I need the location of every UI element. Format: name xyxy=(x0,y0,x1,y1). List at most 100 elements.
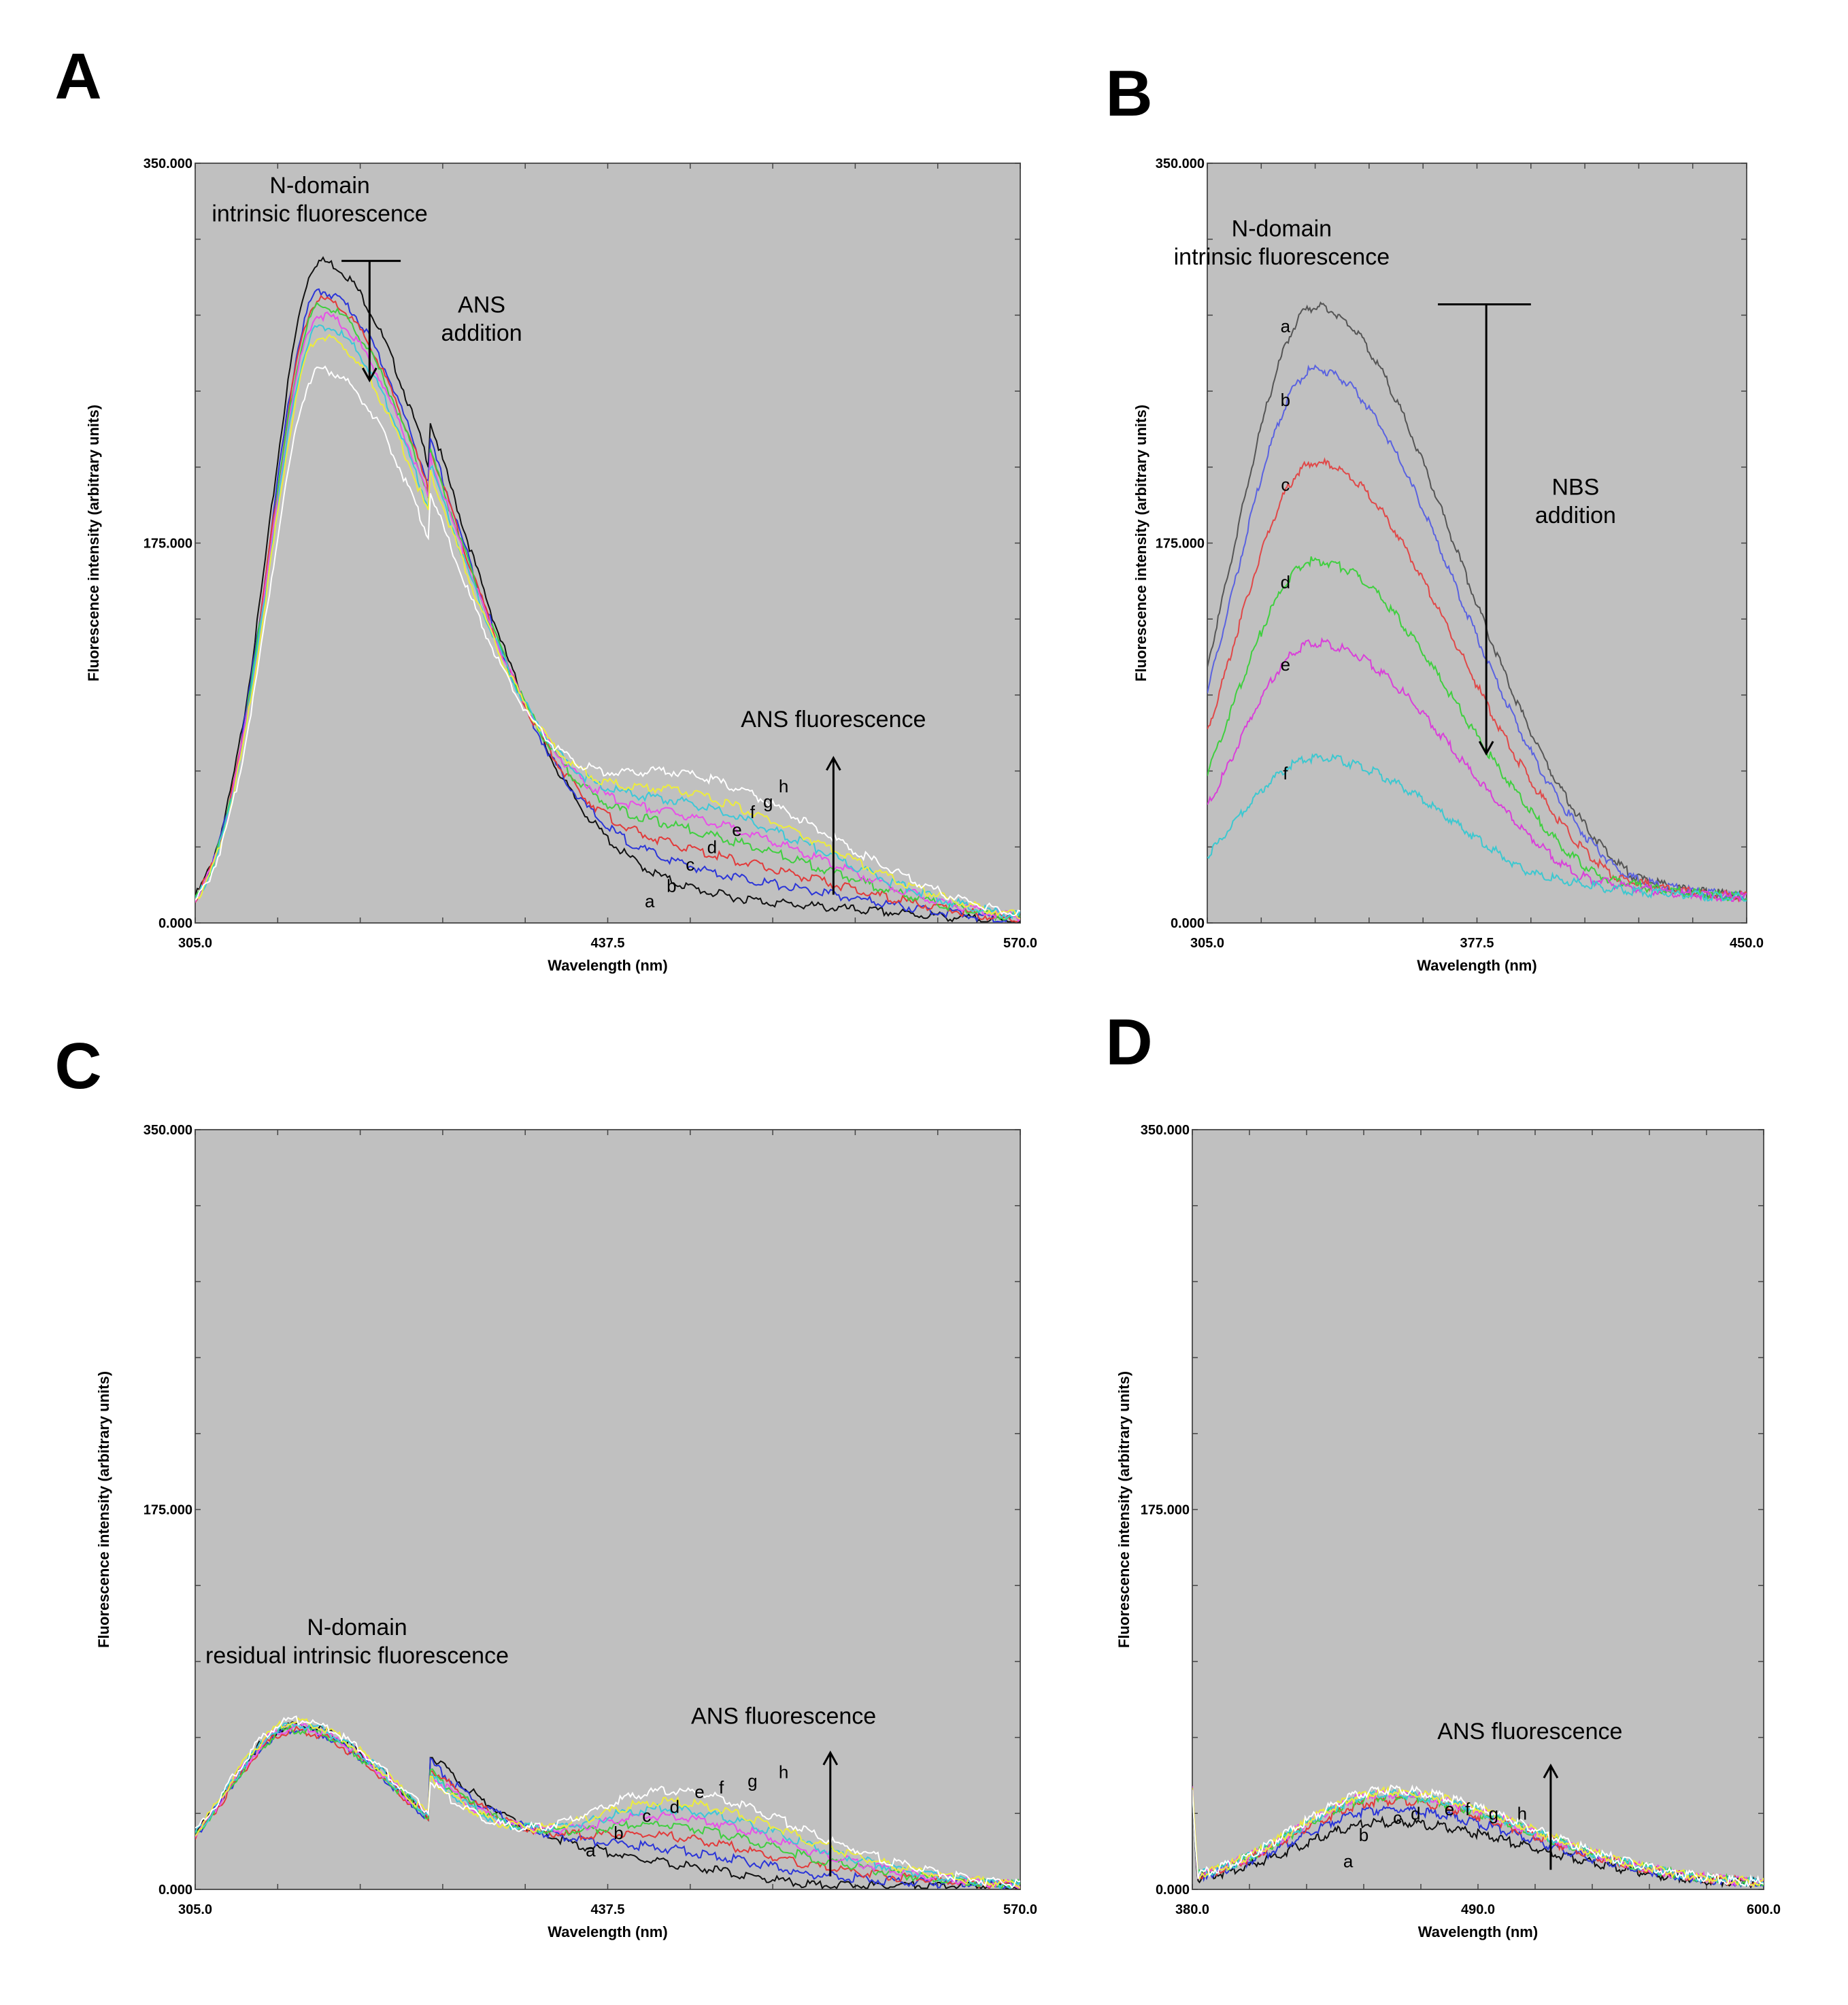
plot-area xyxy=(195,1129,1021,1890)
series-line-c xyxy=(195,294,1020,923)
series-line-e xyxy=(1192,1786,1764,1888)
up-arrow xyxy=(822,1750,839,1876)
x-tick-label: 437.5 xyxy=(590,936,624,951)
curve-label-a: a xyxy=(645,891,655,911)
curve-label-e: e xyxy=(732,820,741,840)
x-tick-label: 450.0 xyxy=(1730,936,1764,951)
series-line-b xyxy=(1207,364,1747,902)
panel-C: C 0.000 175.000 350.000 305.0 437.5 570.0 Wavel… xyxy=(54,1030,1037,1940)
annotation: N-domain xyxy=(1232,216,1332,242)
x-tick-label: 305.0 xyxy=(1190,936,1224,951)
curve-label-d: d xyxy=(1411,1803,1420,1823)
panel-A: A 0.000 175.000 350.000 305.0 437.5 570.0 Wavel… xyxy=(54,40,1037,974)
series-line-d xyxy=(195,301,1020,922)
curve-label-b: b xyxy=(667,876,676,896)
curve-label-c: c xyxy=(1281,474,1290,494)
series-group xyxy=(1192,1784,1764,1889)
series-line-b xyxy=(195,288,1020,923)
series-line-h xyxy=(1192,1784,1764,1887)
curve-label-d: d xyxy=(670,1797,679,1817)
annotation: ANS fluorescence xyxy=(691,1704,876,1730)
series-line-d xyxy=(1207,556,1747,902)
x-tick-label: 380.0 xyxy=(1175,1902,1209,1917)
annotation: NBS xyxy=(1551,475,1599,501)
curve-label-e: e xyxy=(1445,1799,1454,1819)
y-axis-label: Fluorescence intensity (arbitrary units) xyxy=(1115,1371,1132,1648)
plot-area xyxy=(195,163,1021,924)
curve-label-e: e xyxy=(694,1781,704,1802)
series-line-h xyxy=(195,1715,1020,1889)
plot-area xyxy=(1192,1129,1764,1890)
series-line-f xyxy=(195,1722,1020,1889)
curve-label-b: b xyxy=(1359,1825,1368,1845)
curve-label-h: h xyxy=(779,776,788,796)
series-line-d xyxy=(195,1723,1020,1889)
y-tick-label: 175.000 xyxy=(144,537,192,552)
annotation: residual intrinsic fluorescence xyxy=(205,1642,509,1668)
annotation: addition xyxy=(441,320,522,346)
panel-letter: B xyxy=(1105,57,1152,130)
x-axis-label: Wavelength (nm) xyxy=(548,957,667,974)
down-arrow xyxy=(341,260,401,383)
series-line-h xyxy=(195,365,1020,917)
x-axis-label: Wavelength (nm) xyxy=(548,1923,667,1940)
curve-label-h: h xyxy=(1517,1803,1527,1823)
x-tick-label: 570.0 xyxy=(1003,1902,1037,1917)
annotation: intrinsic fluorescence xyxy=(212,201,427,226)
x-tick-label: 490.0 xyxy=(1461,1902,1495,1917)
y-tick-label: 175.000 xyxy=(1156,537,1205,552)
series-line-b xyxy=(195,1725,1020,1889)
curve-label-f: f xyxy=(1283,763,1288,784)
y-tick-label: 350.000 xyxy=(1141,1123,1190,1138)
up-arrow xyxy=(1543,1764,1559,1870)
x-tick-label: 570.0 xyxy=(1003,936,1037,951)
up-arrow xyxy=(826,756,841,895)
y-axis-label: Fluorescence intensity (arbitrary units) xyxy=(95,1371,112,1648)
y-tick-label: 0.000 xyxy=(158,916,192,931)
series-line-f xyxy=(195,324,1020,920)
panel-letter: A xyxy=(54,40,101,113)
y-tick-label: 350.000 xyxy=(144,1123,192,1138)
y-axis-label: Fluorescence intensity (arbitrary units) xyxy=(1132,405,1149,681)
curve-label-a: a xyxy=(1343,1851,1354,1872)
annotation: ANS xyxy=(458,292,505,318)
curve-label-a: a xyxy=(1281,316,1291,336)
curve-label-d: d xyxy=(1281,572,1290,592)
curve-label-c: c xyxy=(642,1805,651,1825)
annotation: ANS fluorescence xyxy=(741,707,926,732)
panel-B: B 0.000 175.000 350.000 305.0 377.5 450.0 Wavel… xyxy=(1105,57,1764,974)
curve-label-a: a xyxy=(586,1840,596,1861)
x-tick-label: 600.0 xyxy=(1747,1902,1781,1917)
curve-label-g: g xyxy=(1489,1803,1498,1823)
x-tick-label: 305.0 xyxy=(178,1902,212,1917)
x-axis-label: Wavelength (nm) xyxy=(1417,957,1536,974)
curve-label-f: f xyxy=(750,802,756,822)
down-arrow xyxy=(1438,303,1531,756)
series-line-a xyxy=(195,256,1020,923)
series-line-g xyxy=(1192,1785,1764,1888)
series-line-f xyxy=(1207,753,1747,902)
y-tick-label: 0.000 xyxy=(1171,916,1205,931)
series-group xyxy=(195,256,1020,923)
y-tick-label: 350.000 xyxy=(1156,156,1205,171)
curve-label-g: g xyxy=(763,791,773,811)
series-group xyxy=(1207,301,1747,903)
series-line-g xyxy=(195,333,1020,920)
curve-label-e: e xyxy=(1281,654,1290,675)
series-line-e xyxy=(1207,637,1747,903)
curve-label-f: f xyxy=(1465,1799,1471,1819)
y-tick-label: 175.000 xyxy=(1141,1503,1190,1518)
curve-label-d: d xyxy=(707,837,717,857)
curve-label-b: b xyxy=(1281,390,1290,410)
panel-letter: D xyxy=(1105,1006,1152,1079)
x-axis-label: Wavelength (nm) xyxy=(1418,1923,1538,1940)
curve-label-f: f xyxy=(719,1777,724,1798)
annotation: ANS fluorescence xyxy=(1437,1719,1622,1745)
series-line-e xyxy=(195,1721,1020,1889)
annotation: N-domain xyxy=(307,1615,407,1640)
y-tick-label: 175.000 xyxy=(144,1503,192,1518)
curve-label-g: g xyxy=(747,1770,757,1791)
y-tick-label: 350.000 xyxy=(144,156,192,171)
curve-label-h: h xyxy=(779,1762,788,1783)
panel-letter: C xyxy=(54,1030,101,1102)
